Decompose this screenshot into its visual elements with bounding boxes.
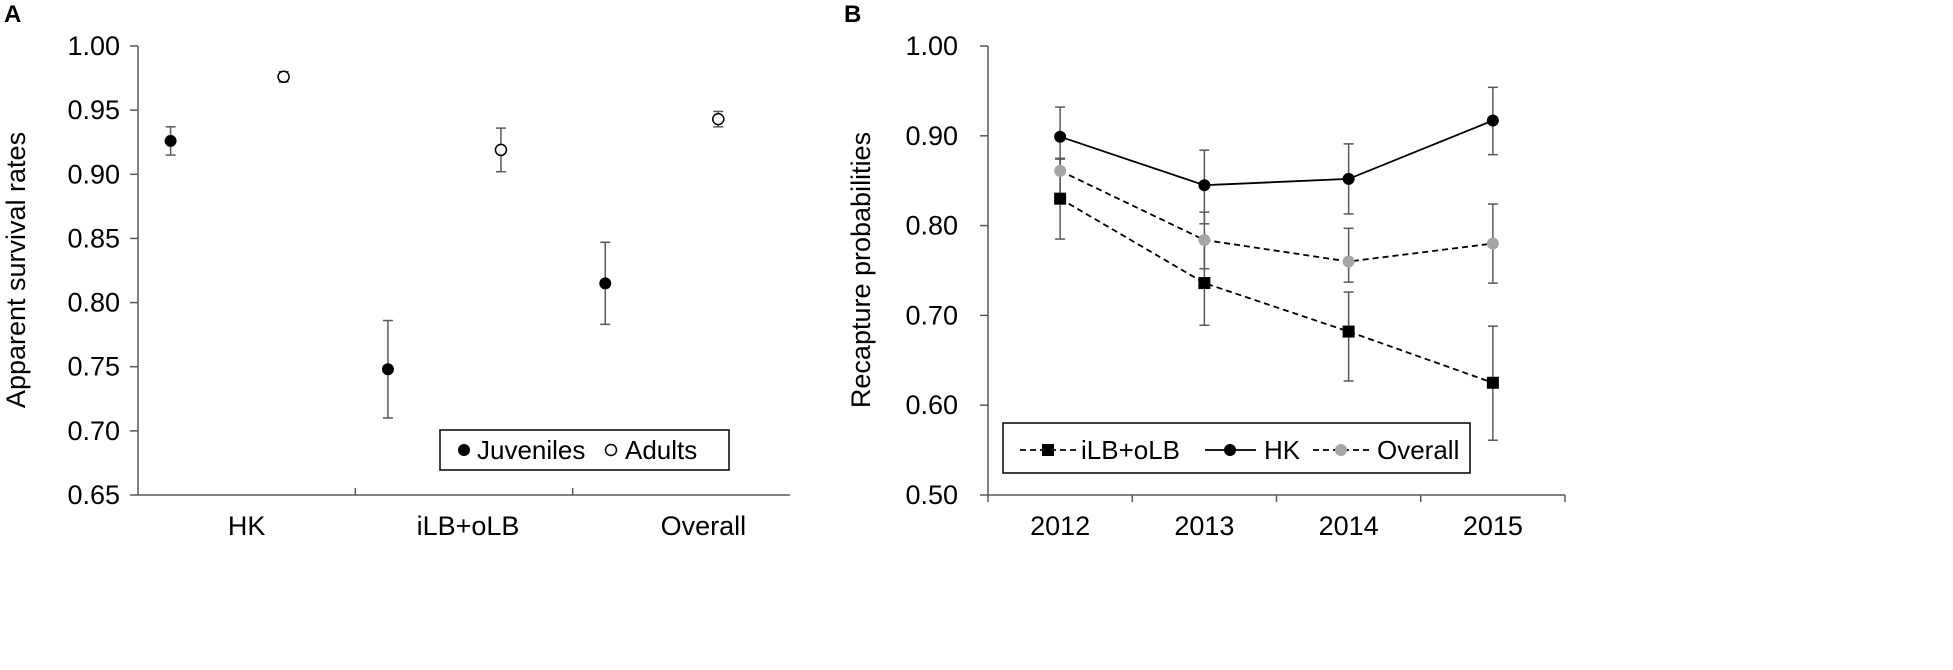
panel-a-axes	[137, 46, 790, 496]
panel-a-legend-box	[439, 429, 730, 471]
panel-a-y-tick-label: 1.00	[67, 31, 120, 61]
legend-overall-label: Overall	[1377, 435, 1459, 465]
panel-b-x-tick-label-2014: 2014	[1319, 511, 1379, 541]
panel-a-x-ticks: HK iLB+oLB Overall	[228, 488, 746, 541]
data-point-adults	[712, 112, 725, 126]
panel-b-y-tick-label: 0.90	[905, 121, 958, 151]
panel-b-y-axis-title: Recapture probabilities	[846, 132, 876, 408]
panel-b-y-tick-label: 1.00	[905, 31, 958, 61]
panel-b-x-ticks: 2012 2013 2014 2015	[987, 495, 1566, 541]
data-point-ilb-olb	[1342, 325, 1355, 338]
data-point-adults	[277, 70, 290, 84]
panel-b-y-tick-label: 0.60	[905, 390, 958, 420]
panel-b-marks	[1054, 86, 1499, 441]
panel-b-y-ticks: 0.50 0.60 0.70 0.80 0.90 1.00	[905, 31, 988, 510]
legend-hk-marker	[1224, 444, 1236, 456]
panel-a-letter: A	[4, 1, 21, 28]
legend-juveniles-label: Juveniles	[477, 435, 585, 465]
panel-b-legend-box	[1002, 422, 1471, 474]
data-point-ilb-olb	[1198, 277, 1211, 290]
legend-hk-label: HK	[1264, 435, 1301, 465]
legend-adults-marker	[604, 443, 618, 457]
panel-a-y-ticks: 0.65 0.70 0.75 0.80 0.85 0.90 0.95 1.00	[67, 31, 138, 510]
panel-a-y-tick-label: 0.70	[67, 416, 120, 446]
panel-a-survival-chart: A 0.65 0.70 0.75 0.80 0.85 0.90 0.95 1.00 HK iLB…	[1, 1, 790, 541]
panel-a-x-tick-label-ilb-olb: iLB+oLB	[417, 511, 520, 541]
panel-a-y-tick-label: 0.90	[67, 159, 120, 189]
panel-a-y-axis-title: Apparent survival rates	[1, 132, 31, 408]
data-point-ilb-olb	[1486, 376, 1499, 389]
panel-a-x-tick-label-hk: HK	[228, 511, 266, 541]
data-point-overall	[1342, 255, 1355, 268]
data-point-juveniles	[599, 277, 612, 290]
data-point-juveniles	[164, 134, 177, 147]
data-point-overall	[1198, 233, 1211, 246]
data-point-adults	[494, 143, 508, 157]
data-point-juveniles	[381, 363, 394, 376]
panel-a-y-tick-label: 0.80	[67, 288, 120, 318]
panel-b-y-tick-label: 0.80	[905, 211, 958, 241]
series-line-hk	[1059, 119, 1494, 187]
panel-b-letter: B	[844, 1, 861, 28]
legend-overall-marker	[1335, 444, 1347, 456]
data-point-hk	[1198, 179, 1211, 192]
panel-a-marks	[164, 70, 725, 419]
panel-a-x-tick-label-overall: Overall	[661, 511, 747, 541]
legend-ilb-label: iLB+oLB	[1081, 435, 1180, 465]
panel-b-recapture-chart: B 0.500.600.700.800.901.00 2012 2013 2014 2…	[844, 1, 1566, 541]
data-point-overall	[1054, 164, 1067, 177]
panel-b-x-tick-label-2015: 2015	[1463, 511, 1523, 541]
panel-b-x-tick-label-2012: 2012	[1030, 511, 1090, 541]
series-line-ilb-olb	[1059, 197, 1494, 384]
panel-b-y-tick-label: 0.70	[905, 300, 958, 330]
panel-a-y-tick-label: 0.85	[67, 223, 120, 253]
panel-a-y-tick-label: 0.75	[67, 352, 120, 382]
panel-b-x-tick-label-2013: 2013	[1174, 511, 1234, 541]
data-point-hk	[1342, 172, 1355, 185]
panel-b-y-tick-label: 0.50	[905, 480, 958, 510]
data-point-overall	[1486, 237, 1499, 250]
legend-ilb-marker	[1042, 444, 1054, 456]
panel-a-y-tick-label: 0.95	[67, 95, 120, 125]
panel-a-y-tick-label: 0.65	[67, 480, 120, 510]
data-point-hk	[1054, 130, 1067, 143]
data-point-hk	[1486, 114, 1499, 127]
legend-adults-label: Adults	[625, 435, 697, 465]
series-line-overall	[1059, 170, 1493, 263]
legend-juveniles-marker	[458, 444, 470, 456]
data-point-ilb-olb	[1054, 192, 1067, 205]
panel-a-legend: Juveniles Adults	[439, 429, 730, 471]
panel-b-legend: iLB+oLB HK Overall	[1002, 422, 1471, 474]
